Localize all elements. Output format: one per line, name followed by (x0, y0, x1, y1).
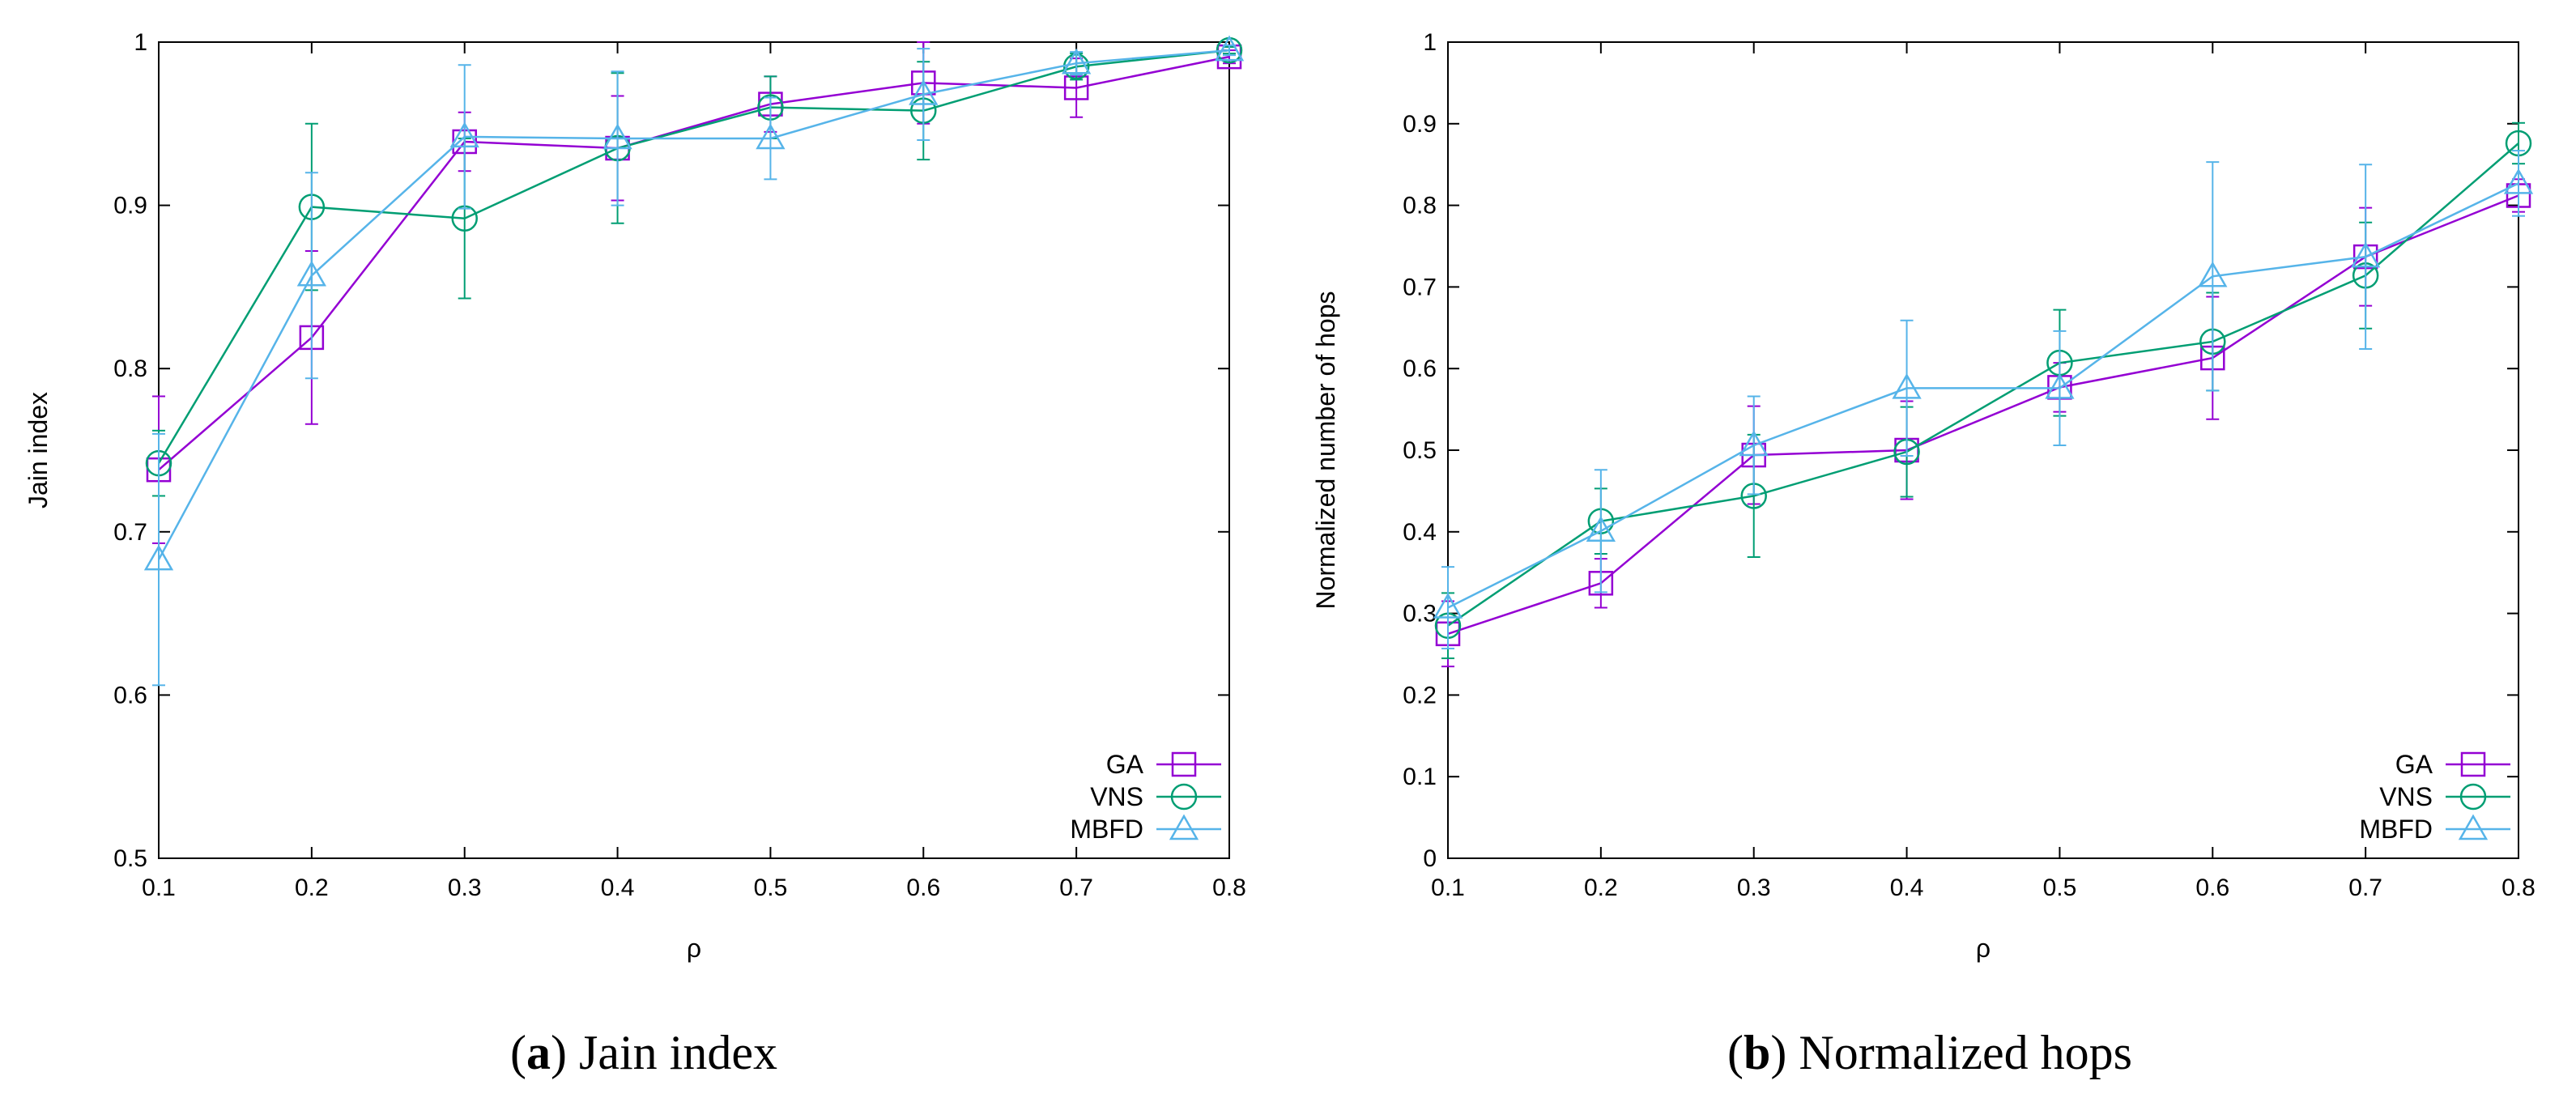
marker-triangle (1892, 372, 1922, 399)
series-line (1447, 182, 2519, 609)
x-tick-label: 0.6 (2195, 874, 2229, 901)
marker-triangle (296, 260, 327, 287)
chart-normalized-hops: 00.10.20.30.40.50.60.70.80.910.1 0.2 0.3 0.… (1311, 29, 2536, 963)
y-tick-label: 1 (1423, 29, 1437, 56)
series-vns (145, 36, 1243, 497)
series-vns (1434, 121, 2532, 660)
x-tick-label: 0.6 (906, 874, 940, 901)
marker-triangle (2350, 241, 2381, 268)
x-tick-label: 0.7 (1059, 874, 1093, 901)
x-tick-label: 0.8 (1212, 874, 1246, 901)
marker-triangle (2045, 372, 2075, 399)
marker-triangle (1739, 430, 1769, 457)
y-tick-label: 0.6 (113, 682, 147, 708)
x-axis-label: ρ (1976, 934, 1991, 963)
legend: GA VNS MBFD (2359, 750, 2510, 844)
x-tick-label: 0.2 (295, 874, 329, 901)
marker-square (1171, 751, 1197, 777)
y-tick-label: 0 (1423, 845, 1437, 872)
series-line (157, 49, 1230, 560)
marker-circle (2459, 783, 2487, 811)
x-tick-label: 0.7 (2348, 874, 2382, 901)
x-tick-label: 0.1 (142, 874, 176, 901)
y-tick-label: 0.9 (1403, 111, 1437, 138)
y-tick-label: 0.3 (1403, 601, 1437, 628)
chart-jain-index: 0.5 0.6 0.7 0.8 0.9 1 0.1 0.2 0.3 0.4 0.5 0.6 0.7 0.8… (23, 29, 1246, 963)
caption-b: (b) Normalized hops (1727, 1026, 2132, 1079)
x-tick-label: 0.3 (1737, 874, 1771, 901)
x-tick-label: 0.2 (1584, 874, 1618, 901)
y-tick-label: 0.7 (1403, 274, 1437, 300)
y-tick-label: 0.2 (1403, 682, 1437, 708)
series-mbfd (1433, 150, 2534, 649)
marker-square (2460, 751, 2486, 777)
x-tick-label: 0.4 (601, 874, 635, 901)
x-tick-label: 0.1 (1431, 874, 1465, 901)
y-tick-label: 0.7 (113, 519, 147, 546)
marker-triangle (1061, 48, 1092, 74)
marker-triangle (1586, 516, 1616, 542)
y-tick-label: 0.5 (113, 845, 147, 872)
plot-frame (158, 41, 1230, 859)
series-line (1447, 143, 2519, 627)
y-tick-label: 1 (134, 29, 147, 56)
legend-label: MBFD (2359, 815, 2433, 844)
legend-label: VNS (1090, 782, 1143, 811)
marker-triangle (143, 544, 174, 571)
x-tick-label: 0.4 (1890, 874, 1924, 901)
x-tick-label: 0.5 (754, 874, 788, 901)
marker-triangle (909, 79, 939, 105)
marker-triangle (1433, 593, 1463, 619)
y-tick-label: 0.4 (1403, 519, 1437, 546)
plot-frame (1447, 41, 2519, 859)
caption-a: (a) Jain index (510, 1026, 777, 1079)
marker-triangle (2198, 261, 2228, 287)
marker-triangle (1169, 814, 1199, 840)
series-line (158, 55, 1230, 471)
legend: GA VNS MBFD (1070, 750, 1221, 844)
marker-triangle (1214, 35, 1245, 62)
legend-label: VNS (2379, 782, 2433, 811)
series-mbfd (143, 35, 1245, 687)
y-tick-label: 0.1 (1403, 764, 1437, 790)
series-line (157, 49, 1230, 464)
marker-circle (1170, 783, 1198, 811)
x-axis-label: ρ (687, 934, 701, 963)
y-tick-label: 0.8 (1403, 193, 1437, 219)
y-tick-label: 0.6 (1403, 355, 1437, 382)
x-tick-label: 0.3 (448, 874, 482, 901)
y-tick-label: 0.5 (1403, 437, 1437, 464)
x-tick-label: 0.8 (2501, 874, 2536, 901)
marker-triangle (2503, 168, 2534, 194)
marker-triangle (602, 123, 632, 150)
y-axis-label: Jain index (23, 392, 53, 508)
y-tick-label: 0.9 (113, 193, 147, 219)
legend-label: GA (1106, 750, 1144, 779)
y-axis-label: Normalized number of hops (1311, 291, 1340, 609)
legend-label: GA (2395, 750, 2433, 779)
marker-triangle (756, 123, 786, 150)
x-tick-label: 0.5 (2043, 874, 2077, 901)
series-line (1447, 194, 2519, 635)
legend-label: MBFD (1070, 815, 1143, 844)
y-tick-label: 0.8 (113, 355, 147, 382)
marker-triangle (449, 121, 479, 148)
marker-triangle (2458, 814, 2489, 840)
